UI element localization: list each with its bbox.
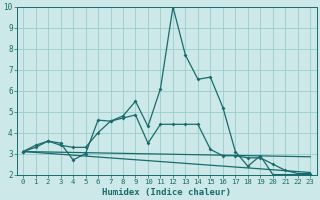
X-axis label: Humidex (Indice chaleur): Humidex (Indice chaleur) [102,188,231,197]
